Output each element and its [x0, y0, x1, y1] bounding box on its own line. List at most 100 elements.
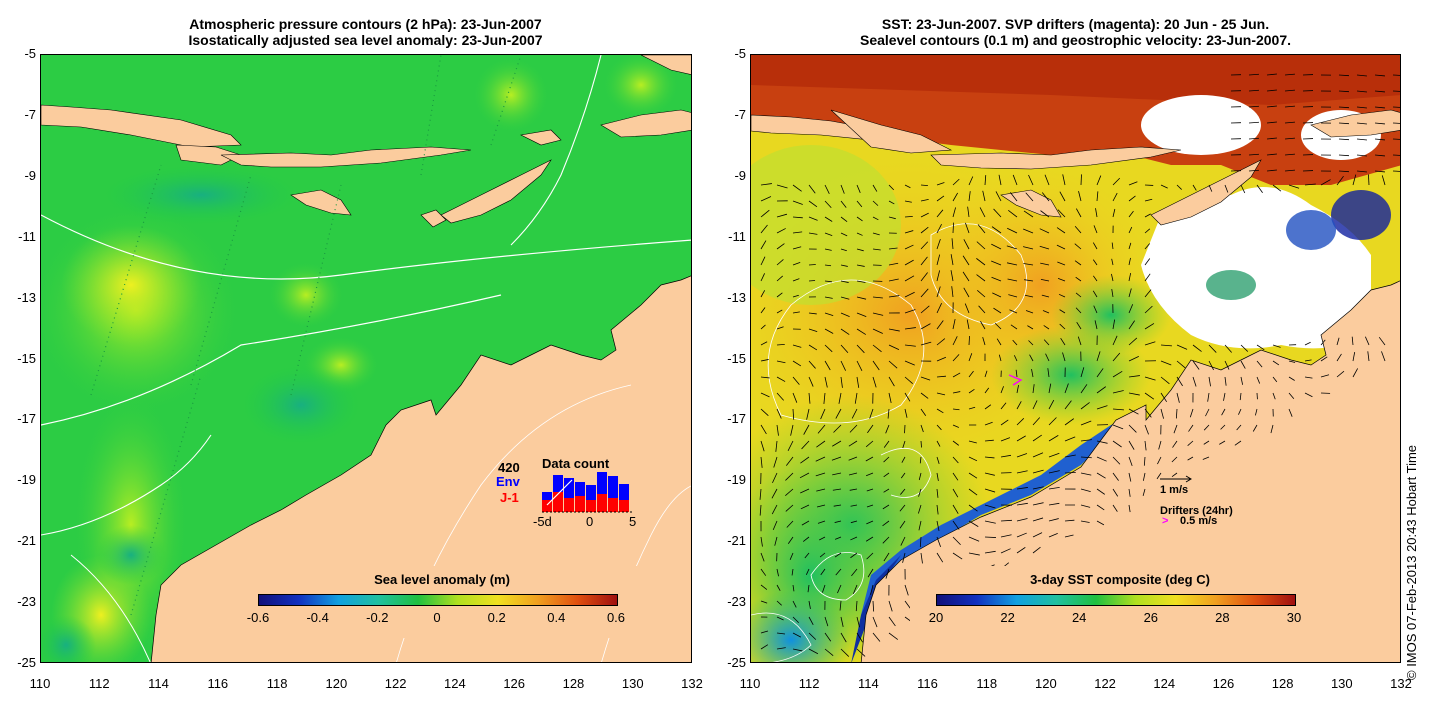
- velocity-arrow: [1048, 532, 1058, 538]
- velocity-arrow: [1057, 278, 1066, 282]
- velocity-arrow: [1128, 288, 1132, 298]
- velocity-arrow: [1096, 405, 1108, 410]
- velocity-arrow: [984, 550, 996, 554]
- velocity-arrow: [1096, 351, 1101, 362]
- data-count-title: Data count: [542, 456, 610, 471]
- velocity-arrow: [1023, 210, 1034, 218]
- y-tick-7: -19: [17, 472, 36, 488]
- velocity-arrow: [1392, 106, 1400, 108]
- velocity-arrow: [760, 584, 768, 590]
- velocity-arrow: [854, 392, 858, 404]
- velocity-arrow: [1016, 470, 1028, 474]
- velocity-arrow: [1255, 408, 1258, 416]
- velocity-arrow: [1224, 184, 1229, 193]
- velocity-arrow: [1032, 452, 1044, 458]
- velocity-arrow: [993, 307, 1002, 314]
- sla-colorbar: Sea level anomaly (m) -0.6 -0.4 -0.2 0 0.2 0.…: [232, 566, 652, 638]
- velocity-arrow: [1059, 309, 1066, 314]
- velocity-arrow: [1128, 257, 1131, 266]
- drifters-legend-value: 0.5 m/s: [1180, 515, 1218, 527]
- velocity-arrow: [1057, 209, 1066, 218]
- velocity-arrow: [824, 184, 830, 195]
- velocity-arrow: [760, 456, 763, 468]
- velocity-arrow: [1252, 424, 1258, 432]
- velocity-arrow: [792, 294, 799, 298]
- velocity-arrow: [968, 520, 979, 527]
- velocity-arrow: [872, 616, 878, 628]
- velocity-arrow: [1064, 519, 1075, 522]
- velocity-arrow: [1075, 276, 1082, 282]
- velocity-arrow: [872, 312, 884, 316]
- velocity-arrow: [1059, 323, 1066, 330]
- velocity-arrow: [982, 336, 986, 346]
- velocity-arrow: [968, 472, 978, 479]
- velocity-arrow: [776, 584, 781, 591]
- velocity-arrow: [786, 456, 794, 466]
- velocity-arrow: [1284, 169, 1295, 172]
- velocity-arrow: [1039, 228, 1050, 234]
- velocity-arrow: [952, 504, 959, 514]
- x-tick-0: 110: [739, 676, 761, 691]
- y-tick-1: -7: [734, 106, 746, 122]
- velocity-arrow: [1032, 469, 1044, 474]
- velocity-arrow: [965, 222, 970, 234]
- velocity-arrow: [936, 209, 944, 218]
- velocity-arrow: [901, 456, 906, 463]
- velocity-arrow: [1096, 191, 1099, 202]
- velocity-arrow: [952, 520, 960, 530]
- drifters-legend-title: Drifters (24hr): [1160, 505, 1233, 517]
- velocity-arrow: [1064, 400, 1072, 410]
- x-tick-9: 128: [562, 676, 585, 691]
- velocity-arrow: [1144, 376, 1156, 381]
- velocity-arrow: [760, 183, 772, 186]
- velocity-arrow: [1094, 320, 1098, 330]
- velocity-arrow: [920, 552, 923, 564]
- x-tick-7: 124: [1153, 676, 1176, 691]
- velocity-arrow: [760, 630, 769, 634]
- velocity-arrow: [1374, 138, 1385, 141]
- x-tick-2: 114: [857, 676, 879, 691]
- velocity-arrow: [968, 176, 974, 186]
- velocity-arrow: [816, 488, 826, 492]
- velocity-arrow: [1095, 208, 1098, 218]
- velocity-arrow: [882, 504, 890, 510]
- velocity-arrow: [1048, 383, 1052, 394]
- velocity-arrow: [1288, 184, 1300, 189]
- velocity-arrow: [1144, 440, 1147, 451]
- data-count-series2: J-1: [500, 490, 519, 505]
- velocity-arrow: [776, 424, 779, 436]
- velocity-arrow: [792, 584, 795, 592]
- velocity-arrow: [872, 200, 879, 206]
- velocity-arrow: [840, 232, 848, 237]
- velocity-arrow: [1176, 184, 1182, 190]
- velocity-arrow: [835, 568, 842, 576]
- velocity-arrow: [950, 270, 954, 282]
- velocity-arrow: [824, 360, 831, 371]
- velocity-arrow: [920, 272, 928, 282]
- velocity-arrow: [1207, 392, 1210, 402]
- velocity-arrow: [808, 376, 814, 387]
- velocity-arrow: [920, 305, 930, 314]
- velocity-arrow: [899, 504, 906, 512]
- velocity-arrow: [1045, 353, 1050, 362]
- velocity-arrow: [963, 287, 970, 298]
- x-tick-5: 120: [325, 676, 348, 691]
- velocity-arrow: [1075, 292, 1082, 298]
- velocity-arrow: [952, 552, 963, 560]
- velocity-arrow: [1143, 456, 1146, 466]
- y-tick-3: -11: [728, 228, 746, 244]
- velocity-arrow: [1041, 294, 1050, 298]
- velocity-arrow: [936, 536, 941, 548]
- velocity-arrow: [1239, 392, 1242, 401]
- velocity-arrow: [963, 239, 970, 250]
- x-tick-6: 122: [384, 676, 407, 691]
- velocity-arrow: [1096, 175, 1102, 186]
- velocity-arrow: [1284, 137, 1295, 140]
- velocity-arrow: [1144, 273, 1151, 282]
- velocity-arrow: [883, 552, 890, 562]
- velocity-arrow: [1080, 504, 1091, 508]
- velocity-arrow: [817, 520, 826, 524]
- velocity-arrow: [883, 440, 890, 448]
- velocity-arrow: [1009, 192, 1018, 202]
- velocity-arrow: [950, 254, 954, 266]
